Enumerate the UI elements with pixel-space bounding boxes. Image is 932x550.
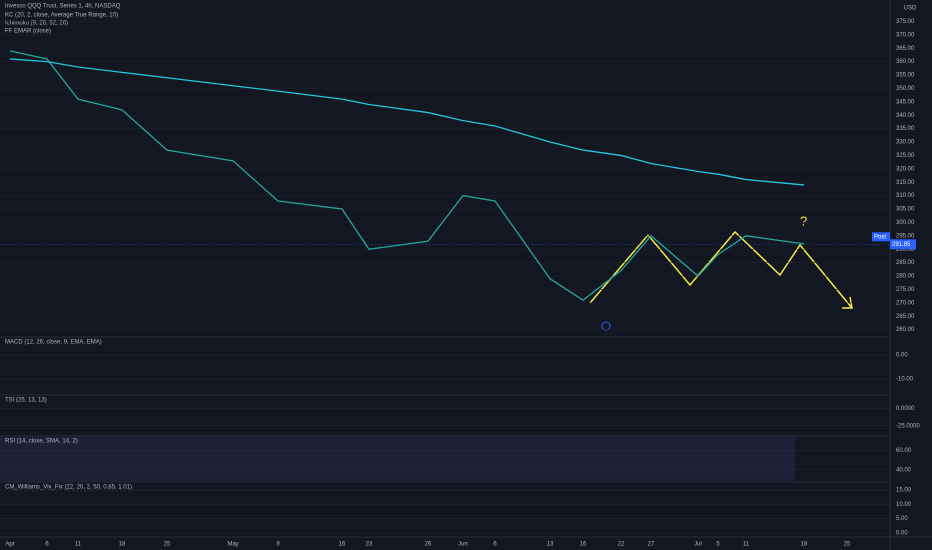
y-tick-label: 260.00 xyxy=(896,327,915,333)
y-tick-label: -25.0000 xyxy=(896,423,920,429)
y-tick-label: 340.00 xyxy=(896,113,915,119)
x-tick-label: Apr xyxy=(5,542,14,548)
y-tick-label: 375.00 xyxy=(896,19,915,25)
x-tick-label: 16 xyxy=(580,542,587,548)
x-tick-label: 9 xyxy=(276,542,280,548)
price-line xyxy=(9,58,805,186)
y-tick-label: 270.00 xyxy=(896,300,915,306)
x-tick-label: 25 xyxy=(164,542,171,548)
x-tick-label: 22 xyxy=(618,542,625,548)
panel-title: MACD (12, 26, close, 9, EMA, EMA) xyxy=(5,340,102,346)
y-tick-label: 355.00 xyxy=(896,73,915,79)
y-tick-label: 0.0000 xyxy=(896,406,915,412)
x-tick-label: Jun xyxy=(458,542,468,548)
x-tick-label: 5 xyxy=(716,542,720,548)
x-tick-label: Jul xyxy=(694,542,702,548)
x-tick-label: 11 xyxy=(75,542,82,548)
y-tick-label: 320.00 xyxy=(896,166,915,172)
indicator-label: Ichimoku (9, 26, 52, 26) xyxy=(5,21,68,27)
y-tick-label: 350.00 xyxy=(896,86,915,92)
x-tick-label: 16 xyxy=(339,542,346,548)
x-tick-label: 18 xyxy=(119,542,126,548)
y-tick-label: 280.00 xyxy=(896,274,915,280)
x-tick-label: 6 xyxy=(45,542,49,548)
y-tick-label: 60.00 xyxy=(896,448,912,454)
post-label: Post xyxy=(874,234,886,240)
y-tick-label: 10.00 xyxy=(896,502,912,508)
x-tick-label: 23 xyxy=(366,542,373,548)
x-tick-label: 6 xyxy=(493,542,497,548)
event-marker xyxy=(601,321,611,331)
y-tick-label: 300.00 xyxy=(896,220,915,226)
y-tick-label: 290.00 xyxy=(896,247,915,253)
indicator-label: KC (20, 2, close, Average True Range, 10… xyxy=(5,13,118,19)
x-tick-label: 11 xyxy=(743,542,750,548)
y-tick-label: 295.00 xyxy=(896,233,915,239)
x-tick-label: 18 xyxy=(801,542,808,548)
y-tick-label: -10.00 xyxy=(896,377,914,383)
y-tick-label: 360.00 xyxy=(896,59,915,65)
price-line xyxy=(9,50,805,301)
y-tick-label: 40.00 xyxy=(896,467,912,473)
y-tick-label: 275.00 xyxy=(896,287,915,293)
y-tick-label: 305.00 xyxy=(896,207,915,213)
y-tick-label: 335.00 xyxy=(896,126,915,132)
y-tick-label: 370.00 xyxy=(896,32,915,38)
y-tick-label: 285.00 xyxy=(896,260,915,266)
pattern-arrow xyxy=(842,296,853,309)
annotation: ? xyxy=(800,213,807,228)
last-price-tag xyxy=(890,239,916,250)
x-tick-label: 27 xyxy=(648,542,655,548)
panel-title: TSI (25, 13, 13) xyxy=(5,398,47,404)
rsi-band xyxy=(0,437,795,481)
y-tick-label: 365.00 xyxy=(896,46,915,52)
symbol-title: Invesco QQQ Trust, Series 1, 4h, NASDAQ xyxy=(5,4,121,10)
y-tick-label: 315.00 xyxy=(896,180,915,186)
y-tick-label: 265.00 xyxy=(896,314,915,320)
y-tick-label: 310.00 xyxy=(896,193,915,199)
currency-label: USD xyxy=(904,6,917,12)
post-tag xyxy=(872,232,890,242)
y-tick-label: 15.00 xyxy=(896,488,912,494)
x-tick-label: May xyxy=(227,542,238,548)
y-tick-label: 325.00 xyxy=(896,153,915,159)
panel-title: RSI (14, close, SMA, 14, 2) xyxy=(5,439,78,445)
y-tick-label: 330.00 xyxy=(896,140,915,146)
last-price-value: 291.85 xyxy=(892,242,911,248)
x-tick-label: 13 xyxy=(547,542,554,548)
y-tick-label: 0.00 xyxy=(896,531,908,537)
y-tick-label: 345.00 xyxy=(896,99,915,105)
pattern-drawing xyxy=(589,230,853,309)
y-tick-label: 5.00 xyxy=(896,516,908,522)
x-tick-label: 25 xyxy=(844,542,851,548)
indicator-label: FF EMAR (close) xyxy=(5,29,51,35)
x-tick-label: 26 xyxy=(425,542,432,548)
panel-title: CM_Williams_Vix_Fix (22, 20, 2, 50, 0.85… xyxy=(5,485,132,491)
y-tick-label: 0.00 xyxy=(896,353,908,359)
